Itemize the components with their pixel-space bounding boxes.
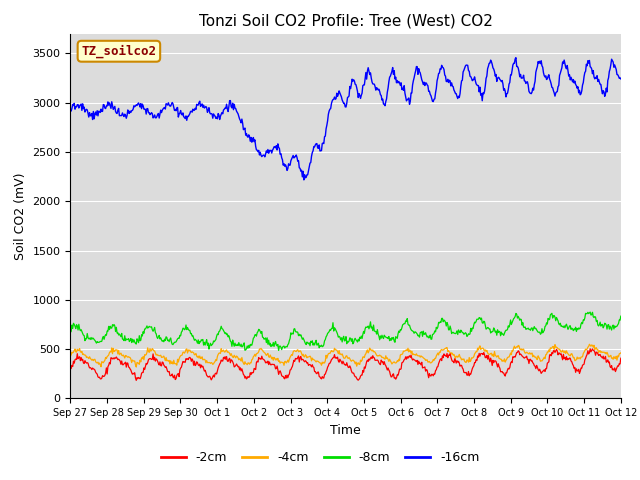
Legend: -2cm, -4cm, -8cm, -16cm: -2cm, -4cm, -8cm, -16cm — [156, 446, 484, 469]
Title: Tonzi Soil CO2 Profile: Tree (West) CO2: Tonzi Soil CO2 Profile: Tree (West) CO2 — [198, 13, 493, 28]
X-axis label: Time: Time — [330, 424, 361, 437]
Y-axis label: Soil CO2 (mV): Soil CO2 (mV) — [14, 172, 27, 260]
Text: TZ_soilco2: TZ_soilco2 — [81, 45, 156, 58]
